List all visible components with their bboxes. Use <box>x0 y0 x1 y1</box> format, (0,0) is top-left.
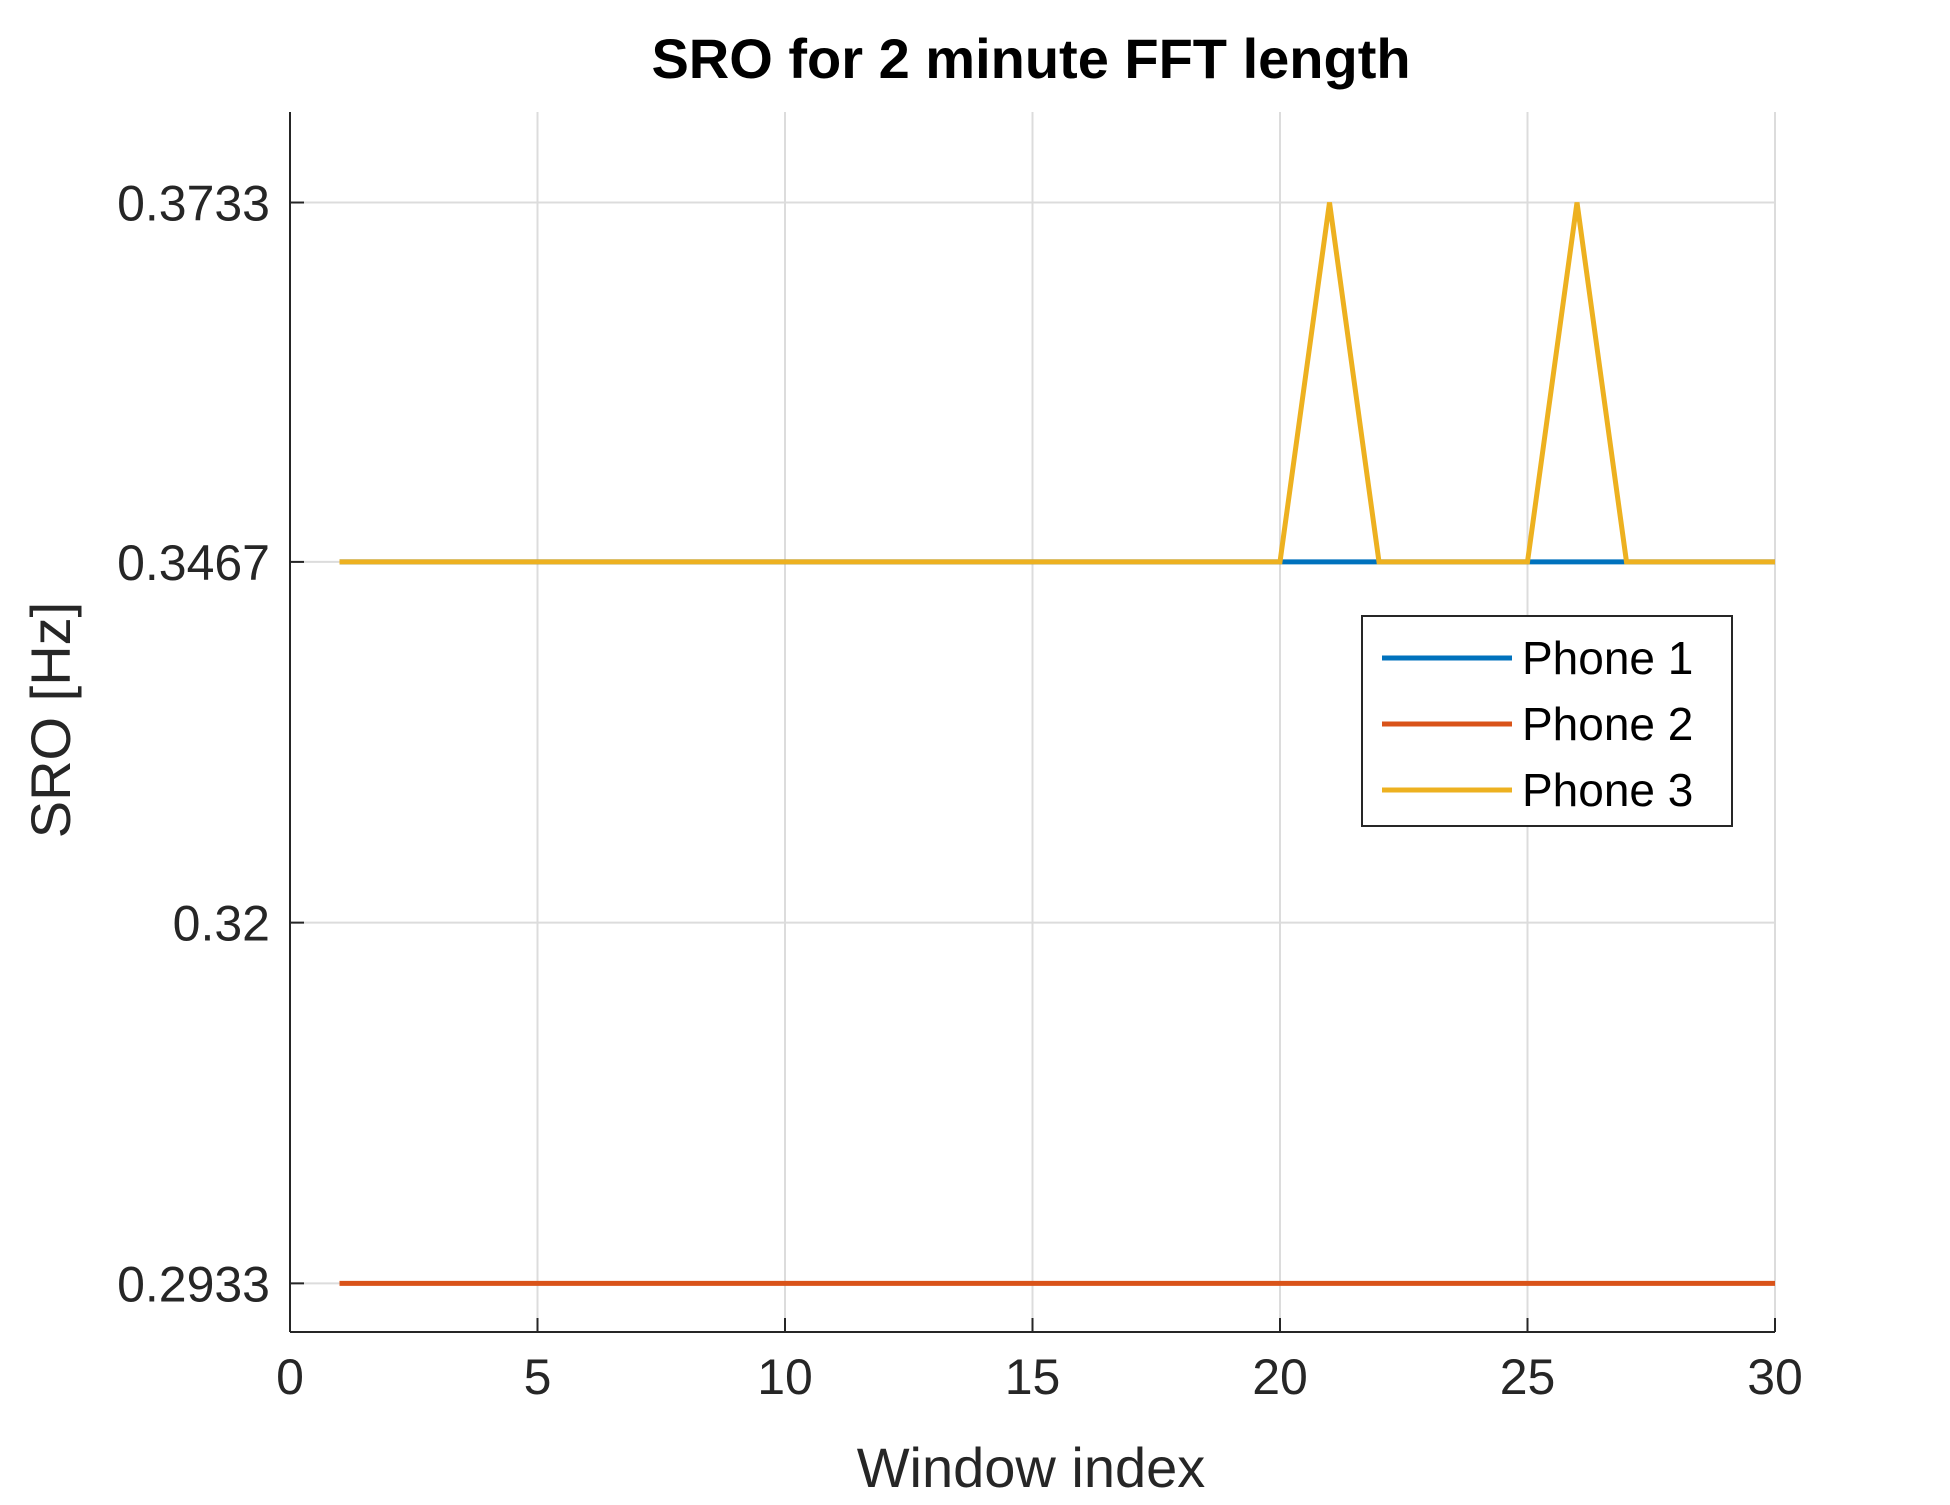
y-tick-label: 0.3467 <box>117 535 270 591</box>
x-tick-label: 10 <box>757 1349 813 1405</box>
y-tick-label: 0.2933 <box>117 1256 270 1312</box>
legend: Phone 1 Phone 2 Phone 3 <box>1361 615 1733 827</box>
series-lines <box>339 202 1775 1286</box>
y-tick-label: 0.3733 <box>117 176 270 232</box>
x-tick-label: 25 <box>1500 1349 1556 1405</box>
x-tick-label: 5 <box>524 1349 552 1405</box>
x-tick-label: 30 <box>1747 1349 1803 1405</box>
chart-title: SRO for 2 minute FFT length <box>651 27 1410 90</box>
x-tick-label: 15 <box>1005 1349 1061 1405</box>
y-tick-label: 0.32 <box>173 896 270 952</box>
legend-entry-label: Phone 3 <box>1522 764 1693 816</box>
y-axis-label: SRO [Hz] <box>19 602 82 838</box>
x-axis-label: Window index <box>857 1436 1206 1499</box>
series-line-phone-3 <box>339 202 1775 565</box>
x-tick-label: 20 <box>1252 1349 1308 1405</box>
legend-entry-label: Phone 1 <box>1522 632 1693 684</box>
x-tick-label: 0 <box>276 1349 304 1405</box>
legend-entry-label: Phone 2 <box>1522 698 1693 750</box>
axes: 0 5 10 15 20 25 30 0.2933 0.32 0.3467 0.3733 <box>117 112 1803 1405</box>
